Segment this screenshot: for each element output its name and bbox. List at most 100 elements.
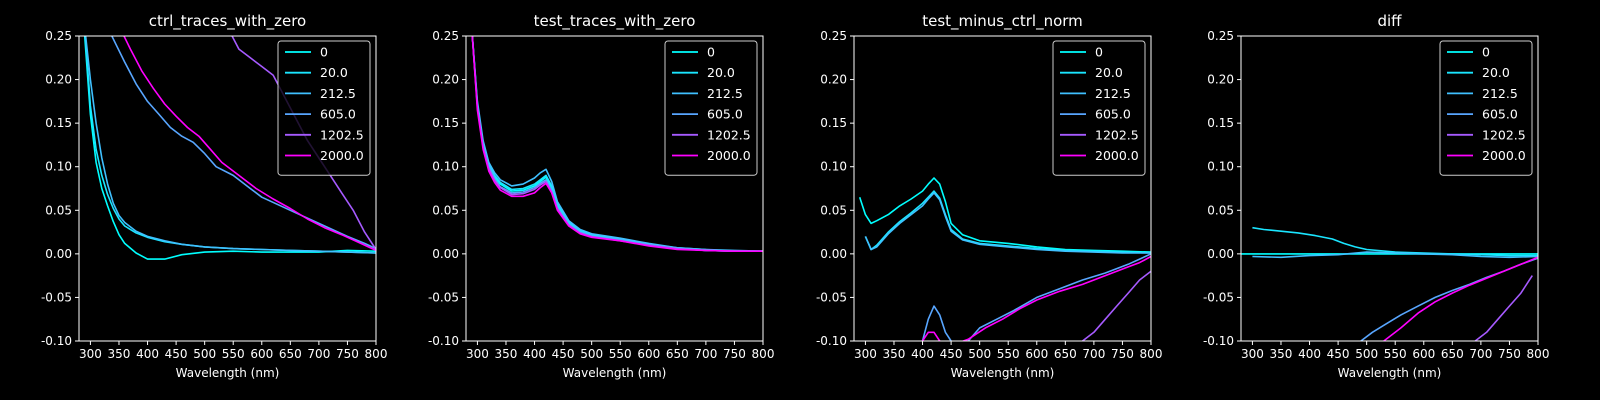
- y-tick-label: -0.10: [1203, 334, 1234, 348]
- legend-label: 2000.0: [320, 148, 364, 163]
- legend-label: 605.0: [1095, 107, 1131, 122]
- x-tick-label: 700: [307, 347, 330, 361]
- legend-label: 605.0: [1482, 107, 1518, 122]
- legend-label: 212.5: [1482, 86, 1518, 101]
- x-tick-label: 450: [165, 347, 188, 361]
- x-tick-label: 650: [1441, 347, 1464, 361]
- series-group: [1241, 226, 1538, 341]
- y-tick-label: -0.10: [428, 334, 459, 348]
- x-tick-label: 600: [250, 347, 273, 361]
- x-tick-label: 400: [911, 347, 934, 361]
- series-line-605.0: [110, 36, 376, 250]
- plot-frame: [465, 35, 764, 342]
- y-tick-label: 0.00: [432, 247, 459, 261]
- legend: 0 20.0 212.5 605.0 1202.5 2000.0: [277, 40, 371, 176]
- x-tick-label: 300: [854, 347, 877, 361]
- y-tick-label: 0.15: [1207, 116, 1234, 130]
- legend-label: 2000.0: [1482, 148, 1526, 163]
- y-tick-label: 0.25: [820, 29, 847, 43]
- x-tick-label: 800: [752, 347, 775, 361]
- x-axis-label: Wavelength (nm): [1338, 366, 1442, 380]
- x-tick-label: 600: [1412, 347, 1435, 361]
- legend-box: [1052, 40, 1146, 176]
- x-tick-label: 650: [279, 347, 302, 361]
- legend-label: 20.0: [707, 65, 735, 80]
- x-tick-label: 400: [136, 347, 159, 361]
- y-tick-label: 0.20: [1207, 73, 1234, 87]
- y-tick-label: 0.00: [45, 247, 72, 261]
- chart-panel-2: test_traces_with_zero -0.10 -0.05 0.00 0.05 0…: [428, 12, 775, 380]
- legend-box: [1439, 40, 1533, 176]
- legend-box: [277, 40, 371, 176]
- y-tick-label: 0.25: [1207, 29, 1234, 43]
- legend-label: 1202.5: [1482, 127, 1526, 142]
- series-line-2000.0: [1383, 256, 1538, 341]
- plot-frame: [78, 35, 377, 342]
- legend: 0 20.0 212.5 605.0 1202.5 2000.0: [1439, 40, 1533, 176]
- x-tick-label: 750: [1498, 347, 1521, 361]
- series-line-2000.0: [471, 36, 763, 252]
- y-tick-label: -0.05: [816, 290, 847, 304]
- legend-label: 20.0: [1482, 65, 1510, 80]
- legend-label: 212.5: [707, 86, 743, 101]
- legend-label: 1202.5: [320, 127, 364, 142]
- x-axis-label: Wavelength (nm): [563, 366, 667, 380]
- x-tick-label: 350: [1270, 347, 1293, 361]
- x-tick-label: 600: [637, 347, 660, 361]
- x-tick-label: 600: [1025, 347, 1048, 361]
- legend-label: 2000.0: [1095, 148, 1139, 163]
- x-tick-label: 550: [1384, 347, 1407, 361]
- series-group: [471, 36, 763, 252]
- series-line-212.5: [84, 36, 376, 254]
- y-tick-label: 0.20: [820, 73, 847, 87]
- legend: 0 20.0 212.5 605.0 1202.5 2000.0: [1052, 40, 1146, 176]
- x-tick-label: 500: [193, 347, 216, 361]
- y-tick-label: -0.05: [428, 290, 459, 304]
- chart-title: test_minus_ctrl_norm: [922, 12, 1083, 31]
- x-tick-label: 650: [1054, 347, 1077, 361]
- y-tick-label: 0.10: [820, 160, 847, 174]
- x-tick-label: 450: [552, 347, 575, 361]
- legend: 0 20.0 212.5 605.0 1202.5 2000.0: [664, 40, 758, 176]
- legend-label: 20.0: [1095, 65, 1123, 80]
- x-tick-label: 400: [523, 347, 546, 361]
- series-line-605.0: [921, 253, 1151, 341]
- series-line-2000.0: [123, 36, 376, 252]
- legend-label: 0: [707, 45, 715, 60]
- y-tick-label: 0.05: [45, 203, 72, 217]
- y-tick-label: 0.15: [45, 116, 72, 130]
- x-tick-label: 700: [694, 347, 717, 361]
- x-tick-label: 800: [365, 347, 388, 361]
- y-tick-label: 0.05: [432, 203, 459, 217]
- series-line-0: [858, 177, 1151, 253]
- y-tick-label: 0.00: [1207, 247, 1234, 261]
- plot-frame: [853, 35, 1152, 342]
- chart-title: test_traces_with_zero: [534, 12, 696, 31]
- y-tick-label: 0.10: [45, 160, 72, 174]
- y-tick-label: 0.00: [820, 247, 847, 261]
- x-tick-label: 400: [1298, 347, 1321, 361]
- x-axis-label: Wavelength (nm): [951, 366, 1055, 380]
- x-tick-label: 750: [1111, 347, 1134, 361]
- y-tick-label: -0.05: [1203, 290, 1234, 304]
- legend-label: 605.0: [320, 107, 356, 122]
- y-tick-label: 0.05: [820, 203, 847, 217]
- y-tick-label: 0.20: [432, 73, 459, 87]
- series-line-0: [83, 36, 376, 260]
- y-tick-label: -0.05: [41, 290, 72, 304]
- series-line-20.0: [1252, 226, 1538, 257]
- series-line-212.5: [864, 192, 1151, 254]
- x-tick-label: 550: [997, 347, 1020, 361]
- y-tick-label: 0.15: [432, 116, 459, 130]
- x-tick-label: 300: [1241, 347, 1264, 361]
- legend-label: 0: [1482, 45, 1490, 60]
- y-tick-label: 0.25: [45, 29, 72, 43]
- chart-title: ctrl_traces_with_zero: [149, 12, 306, 31]
- chart-panel-3: test_minus_ctrl_norm -0.10 -0.05 0.00 0.05 0.…: [816, 12, 1163, 380]
- series-line-1202.5: [1474, 275, 1533, 341]
- x-tick-label: 450: [940, 347, 963, 361]
- y-tick-label: 0.10: [432, 160, 459, 174]
- x-tick-label: 450: [1327, 347, 1350, 361]
